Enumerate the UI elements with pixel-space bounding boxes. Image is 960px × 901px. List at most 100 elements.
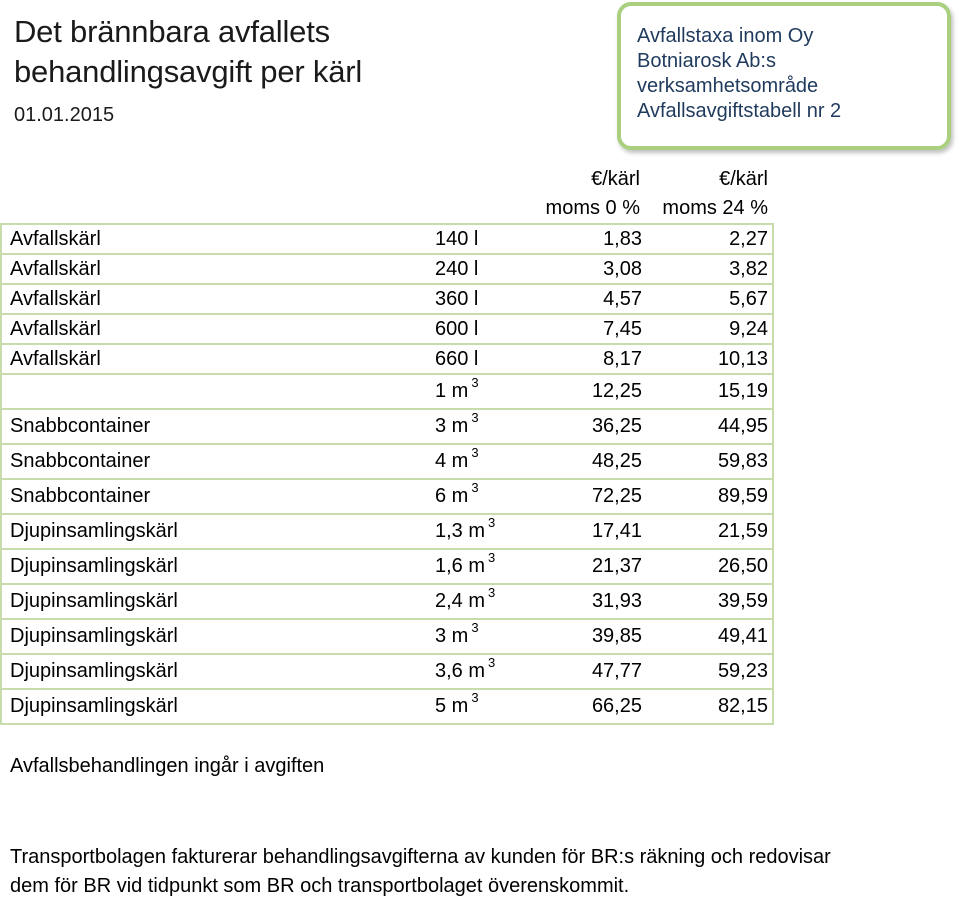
price-vat-0: 12,25 (591, 380, 642, 402)
price-vat-0: 48,25 (591, 450, 642, 472)
info-line-1: Avfallstaxa inom Oy (637, 25, 814, 47)
price-vat-24: 5,67 (729, 288, 768, 310)
container-size: 240 l (435, 255, 478, 283)
price-vat-24: 9,24 (729, 318, 768, 340)
column-header-v0-vat: moms 0 % (545, 197, 640, 219)
table-row: Djupinsamlingskärl 3,6 m 3 47,77 59,23 (0, 655, 774, 690)
container-size: 660 l (435, 345, 478, 373)
container-type: Avfallskärl (10, 258, 101, 280)
info-line-4: Avfallsavgiftstabell nr 2 (637, 100, 842, 122)
price-vat-24: 15,19 (717, 380, 768, 402)
price-vat-24: 26,50 (717, 555, 768, 577)
cubic-superscript: 3 (471, 410, 479, 425)
container-size-value: 360 l (435, 288, 479, 310)
price-vat-0: 47,77 (591, 660, 642, 682)
table-row: 1 m 3 12,25 15,19 (0, 375, 774, 410)
cubic-superscript: 3 (471, 620, 479, 635)
container-type: Djupinsamlingskärl (10, 660, 178, 682)
table-row: Avfallskärl 240 l 3,08 3,82 (0, 255, 774, 285)
table-row: Djupinsamlingskärl 3 m 3 39,85 49,41 (0, 620, 774, 655)
container-size-value: 240 l (435, 258, 479, 280)
cubic-superscript: 3 (471, 480, 479, 495)
cubic-superscript: 3 (488, 655, 496, 670)
table-row: Avfallskärl 360 l 4,57 5,67 (0, 285, 774, 315)
container-size-value: 4 m (435, 450, 469, 472)
price-vat-0: 39,85 (591, 625, 642, 647)
price-vat-24: 21,59 (717, 520, 768, 542)
table-row: Djupinsamlingskärl 1,3 m 3 17,41 21,59 (0, 515, 774, 550)
container-type: Djupinsamlingskärl (10, 590, 178, 612)
container-size-value: 5 m (435, 695, 469, 717)
price-vat-0: 1,83 (603, 228, 642, 250)
table-row: Djupinsamlingskärl 5 m 3 66,25 82,15 (0, 690, 774, 725)
container-size: 600 l (435, 315, 478, 343)
cubic-superscript: 3 (488, 550, 496, 565)
container-size: 360 l (435, 285, 478, 313)
container-type: Snabbcontainer (10, 415, 151, 437)
price-vat-24: 82,15 (717, 695, 768, 717)
container-size-value: 6 m (435, 485, 469, 507)
price-vat-0: 17,41 (591, 520, 642, 542)
container-type: Avfallskärl (10, 288, 101, 310)
container-size-value: 1 m (435, 380, 469, 402)
container-type: Snabbcontainer (10, 485, 151, 507)
effective-date: 01.01.2015 (14, 104, 115, 126)
cubic-superscript: 3 (488, 585, 496, 600)
transport-note-line-2: dem för BR vid tidpunkt som BR och trans… (10, 875, 630, 897)
price-vat-0: 72,25 (591, 485, 642, 507)
fee-table: Avfallskärl 140 l 1,83 2,27 Avfallskärl 240 l… (0, 223, 774, 725)
price-vat-24: 59,23 (717, 660, 768, 682)
cubic-superscript: 3 (471, 690, 479, 705)
container-type: Snabbcontainer (10, 450, 151, 472)
container-size-value: 2,4 m (435, 590, 486, 612)
price-vat-24: 44,95 (717, 415, 768, 437)
table-row: Snabbcontainer 4 m 3 48,25 59,83 (0, 445, 774, 480)
container-type: Avfallskärl (10, 228, 101, 250)
cubic-superscript: 3 (488, 515, 496, 530)
table-row: Djupinsamlingskärl 2,4 m 3 31,93 39,59 (0, 585, 774, 620)
container-size-value: 1,3 m (435, 520, 486, 542)
column-header-v24-vat: moms 24 % (662, 197, 768, 219)
price-vat-24: 3,82 (729, 258, 768, 280)
price-vat-0: 3,08 (603, 258, 642, 280)
tariff-info-box: Avfallstaxa inom Oy Botniarosk Ab:s verk… (617, 2, 951, 150)
table-row: Avfallskärl 600 l 7,45 9,24 (0, 315, 774, 345)
container-type: Djupinsamlingskärl (10, 555, 178, 577)
container-size-value: 3,6 m (435, 660, 486, 682)
container-size-value: 660 l (435, 348, 479, 370)
table-row: Avfallskärl 660 l 8,17 10,13 (0, 345, 774, 375)
price-vat-0: 8,17 (603, 348, 642, 370)
table-row: Avfallskärl 140 l 1,83 2,27 (0, 225, 774, 255)
info-line-3: verksamhetsområde (637, 75, 819, 97)
table-row: Djupinsamlingskärl 1,6 m 3 21,37 26,50 (0, 550, 774, 585)
price-vat-0: 31,93 (591, 590, 642, 612)
page-title: Det brännbara avfallets behandlingsavgif… (14, 12, 362, 92)
container-type: Avfallskärl (10, 348, 101, 370)
price-vat-0: 36,25 (591, 415, 642, 437)
container-type: Djupinsamlingskärl (10, 695, 178, 717)
info-line-2: Botniarosk Ab:s (637, 50, 776, 72)
price-vat-0: 4,57 (603, 288, 642, 310)
container-size-value: 1,6 m (435, 555, 486, 577)
price-vat-0: 7,45 (603, 318, 642, 340)
cubic-superscript: 3 (471, 375, 479, 390)
container-size-value: 140 l (435, 228, 479, 250)
container-type: Avfallskärl (10, 318, 101, 340)
container-type: Djupinsamlingskärl (10, 625, 178, 647)
container-type: Djupinsamlingskärl (10, 520, 178, 542)
column-header-v24-unit: €/kärl (719, 168, 768, 190)
price-vat-24: 59,83 (717, 450, 768, 472)
price-vat-24: 49,41 (717, 625, 768, 647)
table-row: Snabbcontainer 3 m 3 36,25 44,95 (0, 410, 774, 445)
table-row: Snabbcontainer 6 m 3 72,25 89,59 (0, 480, 774, 515)
